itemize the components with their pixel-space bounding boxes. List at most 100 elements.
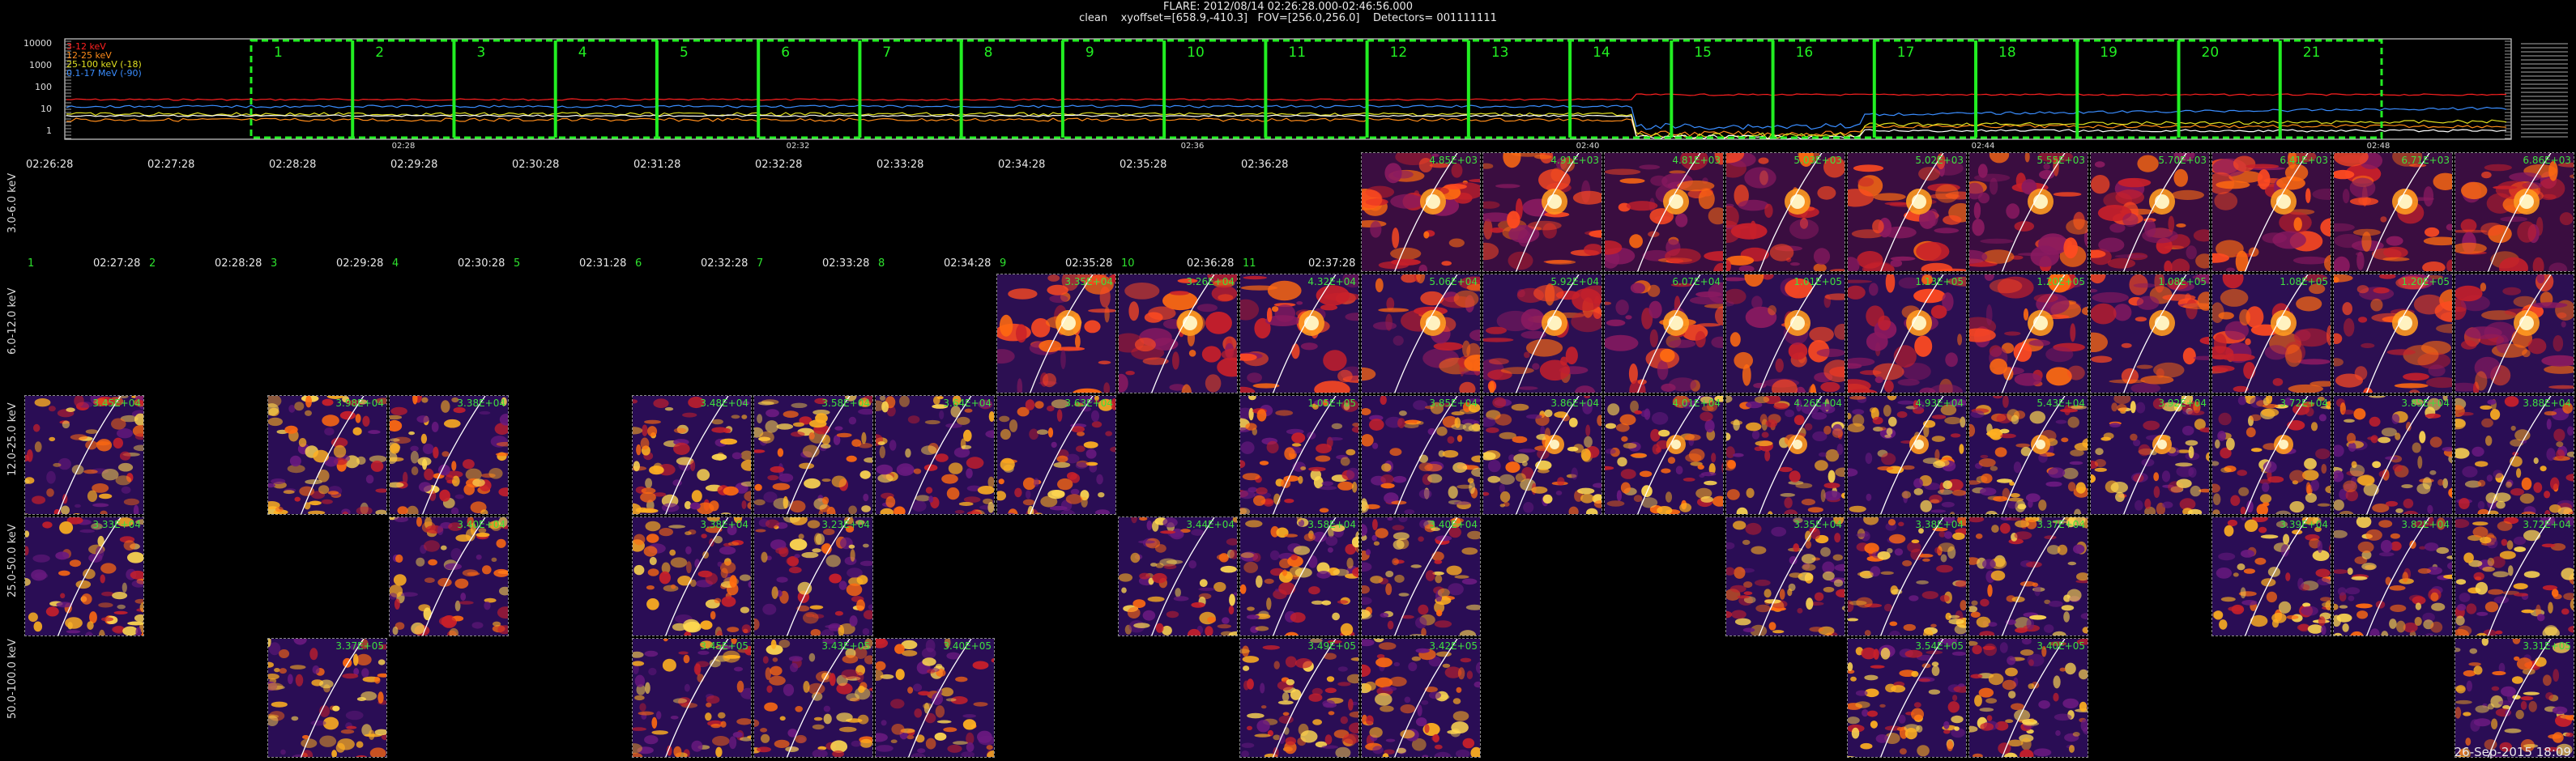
flux-label: 3.45E+04 — [92, 398, 141, 409]
image-tile: 1.01E+05 — [1725, 274, 1845, 393]
flux-label: 1.05E+05 — [1307, 398, 1356, 409]
y-tick-label: 10 — [41, 104, 52, 114]
interval-index-label: 8 — [878, 257, 885, 270]
row1-time-label: 02:35:28 — [1065, 257, 1113, 270]
flux-label: 3.38E+04 — [700, 519, 748, 530]
image-tile: 3.58E+04 — [1239, 517, 1359, 636]
interval-index-label: 6 — [635, 257, 642, 270]
flux-label: 3.23E+04 — [821, 519, 870, 530]
interval-index-label: 9 — [1000, 257, 1007, 270]
interval-index-label: 2 — [149, 257, 156, 270]
flux-label: 3.85E+04 — [1429, 398, 1478, 409]
image-tile: 3.64E+04 — [875, 395, 995, 515]
flux-label: 5.92E+04 — [1550, 276, 1599, 287]
image-tile — [2454, 274, 2574, 393]
interval-label: 19 — [2100, 45, 2118, 61]
image-tile: 3.88E+04 — [2454, 395, 2574, 515]
flux-label: 3.58E+04 — [821, 398, 870, 409]
image-tile: 3.44E+04 — [1118, 517, 1238, 636]
interval-index-label: 11 — [1243, 257, 1256, 270]
image-tile: 3.48E+04 — [632, 395, 752, 515]
image-tile: 6.41E+03 — [2211, 152, 2331, 272]
flux-label: 3.38E+04 — [1915, 519, 1964, 530]
row1-time-label: 02:30:28 — [458, 257, 505, 270]
image-tile: 3.35E+04 — [1725, 517, 1845, 636]
row0-time-label: 02:26:28 — [26, 159, 74, 171]
interval-label: 17 — [1897, 45, 1915, 61]
x-tick-label: 02:28 — [392, 142, 416, 149]
flux-label: 3.48E+04 — [700, 398, 748, 409]
image-tile: 3.37E+05 — [267, 638, 387, 758]
energy-band-label: 50.0-100.0 keV — [6, 639, 19, 719]
interval-label: 18 — [1998, 45, 2016, 61]
flare-title: FLARE: 2012/08/14 02:26:28.000-02:46:56.… — [1162, 1, 1414, 13]
row1-time-label: 02:32:28 — [701, 257, 748, 270]
image-tile: 3.38E+04 — [632, 517, 752, 636]
energy-band-label: 25.0-50.0 keV — [6, 524, 19, 597]
flux-label: 3.40E+05 — [2036, 640, 2085, 652]
image-tile: 3.49E+05 — [1239, 638, 1359, 758]
y-tick-label: 100 — [35, 82, 52, 92]
image-tile: 3.43E+05 — [753, 638, 873, 758]
image-tile: 3.38E+04 — [389, 395, 509, 515]
legend-entry: 12-25 keV — [66, 50, 112, 61]
y-tick-label: 1 — [46, 125, 52, 136]
legend-entry: 3-12 keV — [66, 41, 106, 52]
interval-label: 14 — [1593, 45, 1610, 61]
interval-label: 13 — [1491, 45, 1509, 61]
interval-label: 3 — [476, 45, 485, 61]
flux-label: 3.33E+04 — [92, 519, 141, 530]
energy-band-label: 6.0-12.0 keV — [6, 287, 19, 355]
image-tile: 3.45E+04 — [24, 395, 144, 515]
flux-label: 3.54E+05 — [1915, 640, 1964, 652]
image-tile: 3.98E+04 — [267, 395, 387, 515]
flux-label: 1.20E+05 — [2036, 276, 2085, 287]
flux-label: 3.86E+04 — [1550, 398, 1599, 409]
flux-label: 3.72E+04 — [2523, 519, 2571, 530]
flux-label: 3.35E+04 — [1064, 276, 1113, 287]
image-tile: 3.63E+04 — [996, 395, 1116, 515]
image-tile: 3.26E+04 — [1118, 274, 1238, 393]
image-tile: 3.45E+05 — [632, 638, 752, 758]
interval-index-label: 1 — [28, 257, 35, 270]
flux-label: 6.86E+03 — [2523, 155, 2571, 166]
flux-label: 6.07E+04 — [1672, 276, 1721, 287]
flux-label: 3.92E+04 — [2158, 398, 2207, 409]
row0-time-label: 02:35:28 — [1120, 159, 1167, 171]
row0-time-label: 02:34:28 — [998, 159, 1046, 171]
row0-time-label: 02:36:28 — [1241, 159, 1289, 171]
image-tile: 3.23E+04 — [753, 517, 873, 636]
flux-label: 3.64E+04 — [943, 398, 992, 409]
interval-label: 16 — [1796, 45, 1814, 61]
lightcurve-background — [66, 114, 2507, 140]
flux-label: 1.13E+05 — [1915, 276, 1964, 287]
row0-time-label: 02:31:28 — [633, 159, 681, 171]
plot-header: FLARE: 2012/08/14 02:26:28.000-02:46:56.… — [0, 2, 2576, 24]
lightcurve-25-100kev — [66, 112, 2507, 140]
image-tile: 1.20E+05 — [1968, 274, 2088, 393]
flux-label: 3.44E+04 — [1186, 519, 1235, 530]
row1-time-label: 02:33:28 — [822, 257, 870, 270]
lightcurve-12-25kev — [66, 117, 2507, 138]
interval-label: 8 — [984, 45, 993, 61]
date-stamp: 26-Sep-2015 18:09 — [2454, 745, 2571, 759]
image-tile: 4.81E+03 — [1604, 152, 1724, 272]
flux-label: 3.72E+04 — [2280, 398, 2328, 409]
flux-label: 4.81E+03 — [1672, 155, 1721, 166]
flux-label: 3.37E+05 — [335, 640, 384, 652]
flux-label: 1.20E+05 — [2401, 276, 2450, 287]
flux-label: 4.01E+04 — [1672, 398, 1721, 409]
flux-label: 5.02E+03 — [1915, 155, 1964, 166]
interval-label: 21 — [2303, 45, 2321, 61]
flux-label: 4.93E+04 — [1915, 398, 1964, 409]
image-tile: 3.40E+04 — [1361, 517, 1481, 636]
interval-index-label: 7 — [757, 257, 764, 270]
flux-label: 3.38E+04 — [457, 398, 505, 409]
flux-label: 3.58E+04 — [1307, 519, 1356, 530]
flux-label: 3.98E+04 — [335, 398, 384, 409]
flux-label: 5.43E+04 — [2036, 398, 2085, 409]
image-tile: 4.91E+03 — [1482, 152, 1602, 272]
flare-params: clean xyoffset=[658.9,-410.3] FOV=[256.0… — [1079, 12, 1497, 24]
image-tile: 4.32E+04 — [1239, 274, 1359, 393]
